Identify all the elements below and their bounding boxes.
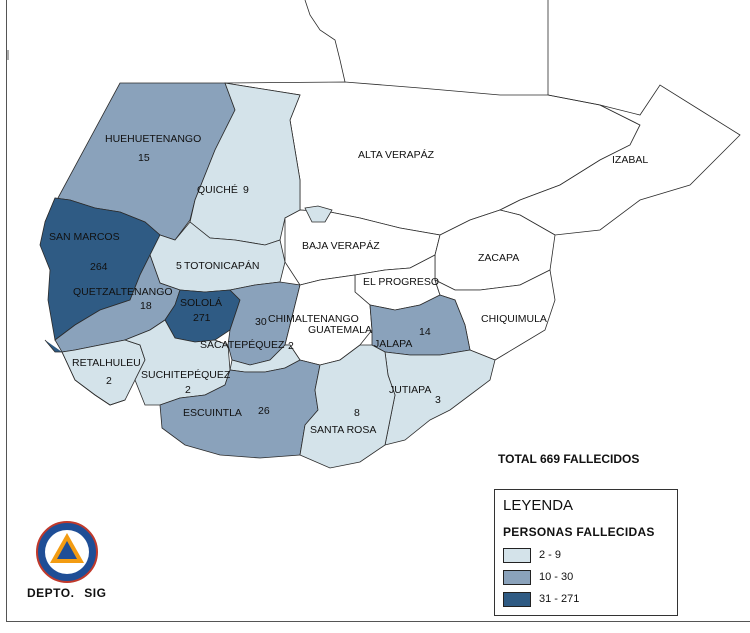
legend-label: 2 - 9 <box>539 549 562 561</box>
department-value-jalapa: 14 <box>419 326 431 338</box>
department-value-sacatepequez: 2 <box>288 340 294 352</box>
depto-sig-label: DEPTO. SIG <box>27 586 107 600</box>
department-value-quiche: 9 <box>243 184 249 196</box>
department-value-quetzaltenango: 18 <box>140 300 152 312</box>
department-label-guatemala: GUATEMALA <box>308 324 372 336</box>
department-label-santa-rosa: SANTA ROSA <box>310 424 376 436</box>
department-label-quiche: QUICHÉ <box>197 183 238 196</box>
department-value-huehuetenango: 15 <box>138 152 150 164</box>
quiche-enclave <box>304 205 333 223</box>
department-label-escuintla: ESCUINTLA <box>183 407 242 419</box>
legend-swatch <box>503 548 531 563</box>
department-label-zacapa: ZACAPA <box>478 252 519 264</box>
conred-logo <box>36 521 98 583</box>
department-solola[interactable] <box>164 289 241 343</box>
department-label-solola: SOLOLÁ <box>180 296 222 309</box>
department-retalhuleu[interactable] <box>61 339 146 406</box>
department-label-retalhuleu: RETALHULEU <box>72 357 141 369</box>
legend-subtitle: PERSONAS FALLECIDAS <box>503 525 655 539</box>
department-label-sacatepequez: SACATEPÉQUEZ <box>200 338 285 351</box>
department-label-alta-verapaz: ALTA VERAPÁZ <box>358 148 435 161</box>
department-value-suchitepequez: 2 <box>185 384 191 396</box>
department-label-huehuetenango: HUEHUETENANGO <box>105 133 201 145</box>
frame-bottom-border <box>6 621 750 622</box>
coast-edge <box>44 339 62 353</box>
department-label-san-marcos: SAN MARCOS <box>49 231 120 243</box>
legend-swatch <box>503 570 531 585</box>
border-line-north <box>304 0 346 83</box>
legend-title: LEYENDA <box>503 497 574 514</box>
map-labels: HUEHUETENANGO 15 QUICHÉ 9 ALTA VERAPÁZ IZABAL… <box>49 133 648 436</box>
department-label-jutiapa: JUTIAPA <box>389 384 431 396</box>
department-value-chimaltenango: 30 <box>255 316 267 328</box>
department-value-solola: 271 <box>193 312 211 324</box>
department-label-jalapa: JALAPA <box>374 338 412 350</box>
department-label-quetzaltenango: QUETZALTENANGO <box>73 286 173 298</box>
department-value-retalhuleu: 2 <box>106 375 112 387</box>
department-value-totonicapan: 5 <box>176 260 182 272</box>
department-value-san-marcos: 264 <box>90 261 108 273</box>
department-santa-rosa[interactable] <box>299 344 396 469</box>
department-label-chimaltenango: CHIMALTENANGO <box>268 313 359 325</box>
department-value-jutiapa: 3 <box>435 394 441 406</box>
legend-label: 31 - 271 <box>539 593 580 605</box>
department-label-izabal: IZABAL <box>612 154 648 166</box>
department-label-chiquimula: CHIQUIMULA <box>481 313 547 325</box>
department-label-baja-verapaz: BAJA VERAPÁZ <box>302 239 380 252</box>
legend-swatch <box>503 592 531 607</box>
department-value-escuintla: 26 <box>258 405 270 417</box>
department-value-santa-rosa: 8 <box>354 407 360 419</box>
department-label-el-progreso: EL PROGRESO <box>363 276 439 288</box>
frame-left-border <box>6 0 7 622</box>
department-label-totonicapan: TOTONICAPÁN <box>184 259 259 272</box>
legend-box: LEYENDA PERSONAS FALLECIDAS 2 - 9 10 - 3… <box>494 489 678 616</box>
total-fallecidos: TOTAL 669 FALLECIDOS <box>498 452 640 466</box>
legend-label: 10 - 30 <box>539 571 574 583</box>
department-label-suchitepequez: SUCHITEPÉQUEZ <box>141 368 231 381</box>
coastline-west <box>61 351 126 406</box>
